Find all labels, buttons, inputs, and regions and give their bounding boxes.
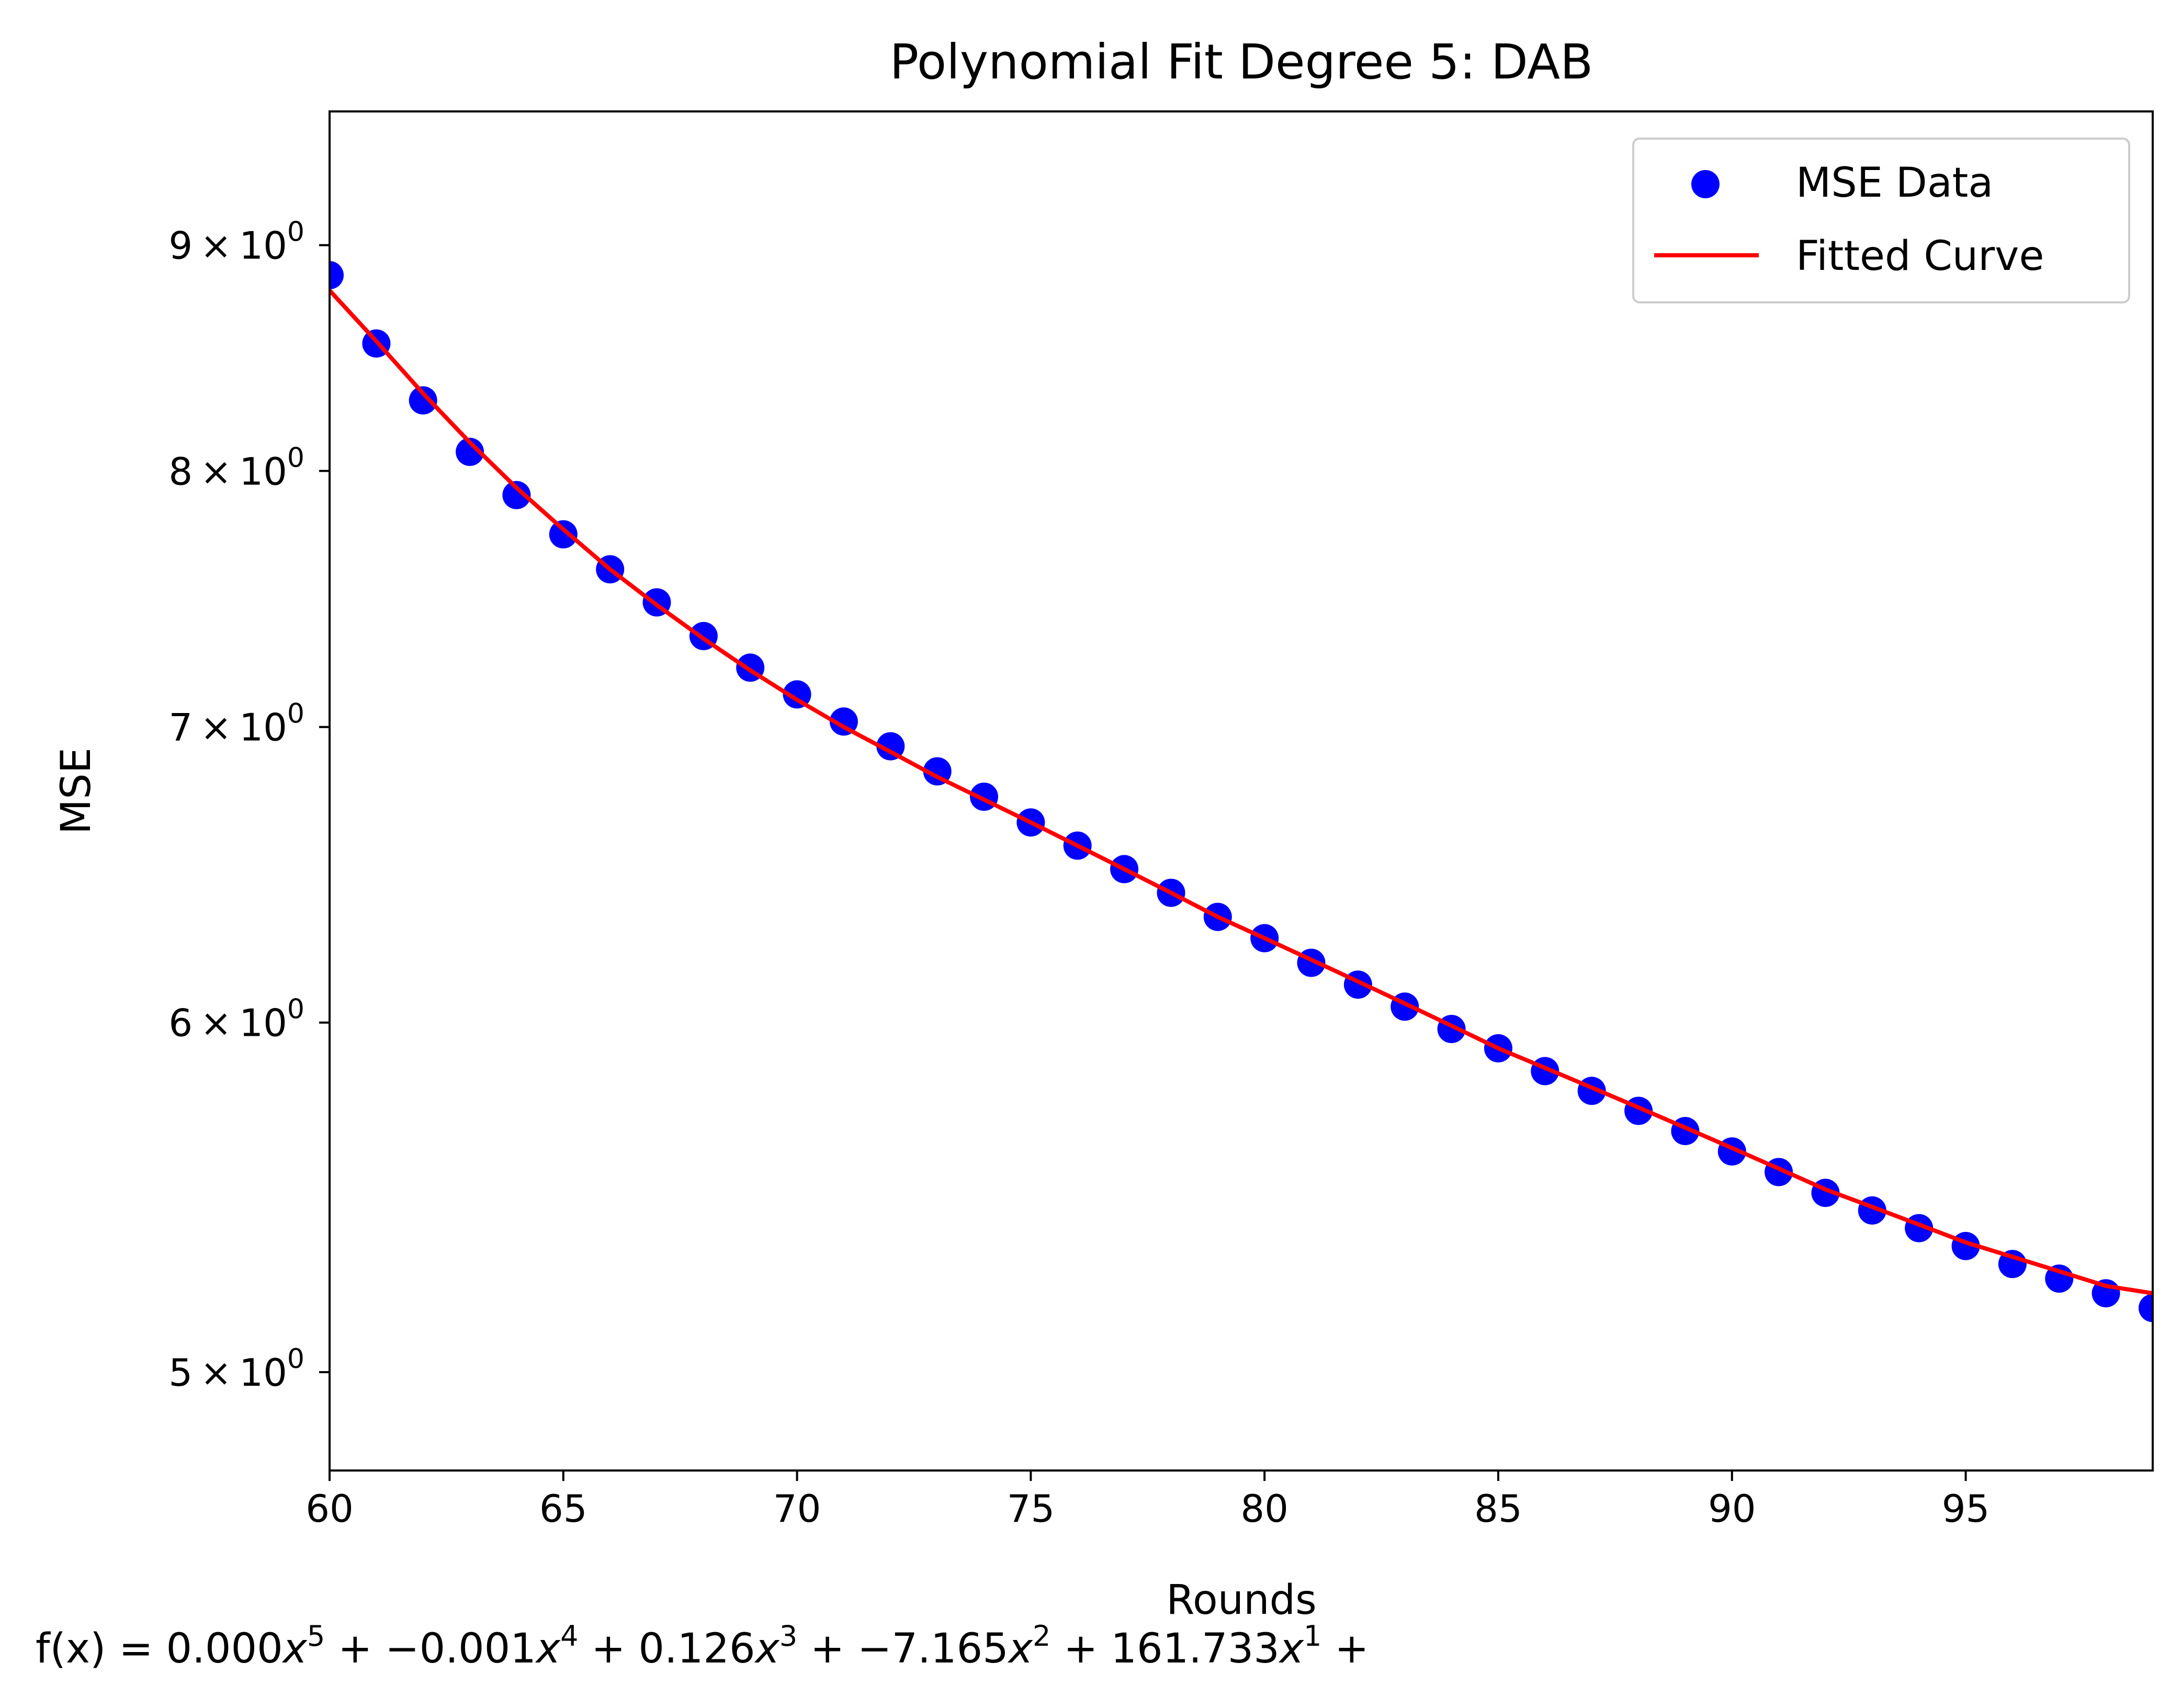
data-point (2139, 1294, 2153, 1322)
data-point (783, 680, 811, 709)
chart-title: Polynomial Fit Degree 5: DAB (890, 34, 1593, 90)
fitted-curve-line (330, 289, 2153, 1296)
y-tick-label: 5 × 100 (168, 1343, 304, 1395)
y-tick-label: 9 × 100 (168, 217, 304, 268)
legend-label-fitted-curve: Fitted Curve (1796, 233, 2044, 280)
x-tick-label: 85 (1474, 1487, 1522, 1531)
y-axis: 5 × 100 6 × 100 7 × 100 8 × 100 9 × 100 (168, 217, 330, 1395)
x-tick-label: 95 (1942, 1487, 1990, 1531)
x-tick-label: 65 (539, 1487, 587, 1531)
x-tick-label: 60 (306, 1487, 354, 1531)
data-point (409, 386, 437, 415)
x-tick-label: 90 (1708, 1487, 1756, 1531)
legend: MSE Data Fitted Curve (1632, 138, 2130, 303)
legend-label-mse-data: MSE Data (1796, 160, 1993, 207)
x-tick-label: 70 (773, 1487, 821, 1531)
x-tick-label: 80 (1240, 1487, 1288, 1531)
data-point (456, 437, 484, 466)
plot-frame (329, 110, 2154, 1472)
fit-formula: f(x) = 0.000x5 + −0.001x4 + 0.126x3 + −7… (36, 1620, 1369, 1672)
legend-box (1632, 138, 2130, 303)
data-point (330, 261, 344, 290)
y-tick-label: 6 × 100 (168, 994, 304, 1045)
x-axis-label: Rounds (1166, 1577, 1316, 1624)
x-axis: 60 65 70 75 80 85 90 95 (306, 1471, 1989, 1531)
legend-scatter-marker (1691, 170, 1720, 198)
data-point (549, 520, 578, 549)
y-axis-label: MSE (53, 748, 100, 834)
data-point (502, 481, 531, 510)
x-tick-label: 75 (1007, 1487, 1055, 1531)
y-tick-label: 7 × 100 (168, 698, 304, 750)
plot-area (330, 261, 2153, 1322)
plot-marks (330, 261, 2153, 1322)
y-tick-label: 8 × 100 (168, 442, 304, 493)
